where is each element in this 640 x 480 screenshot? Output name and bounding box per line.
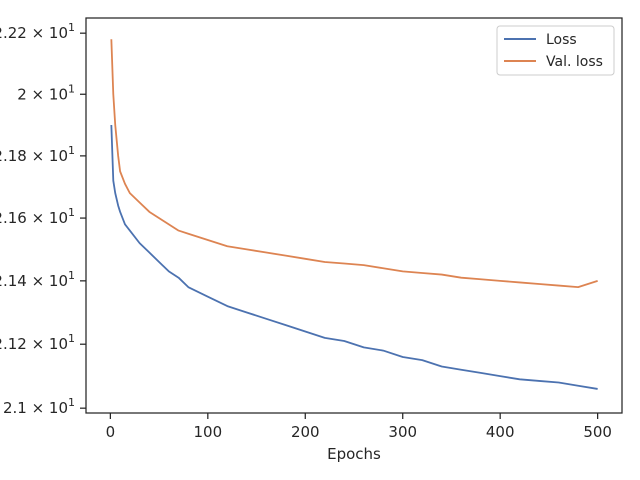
legend: Loss Val. loss — [496, 25, 615, 76]
x-tick-label: 100 — [193, 423, 222, 441]
series-line-loss — [110, 124, 598, 390]
x-tick-label: 0 — [106, 423, 116, 441]
y-tick-label: 2.14 × 101 — [0, 269, 75, 290]
plot-lines — [110, 39, 598, 390]
x-tick-label: 400 — [486, 423, 515, 441]
x-tick-label: 500 — [583, 423, 612, 441]
series-line-val-loss — [110, 39, 598, 289]
x-axis-label: Epochs — [327, 445, 381, 463]
legend-label-loss: Loss — [546, 32, 577, 48]
x-tick-label: 200 — [291, 423, 320, 441]
y-tick-label: 2.1 × 101 — [3, 396, 75, 417]
y-tick-label: 2.12 × 101 — [0, 332, 75, 353]
y-axis: 2.1 × 101 2.12 × 101 2.14 × 101 2.16 × 101 2… — [0, 21, 86, 417]
y-tick-label: 2 × 101 — [17, 82, 75, 103]
y-tick-label: 2.22 × 101 — [0, 21, 75, 42]
x-tick-label: 300 — [388, 423, 417, 441]
plot-frame — [85, 17, 623, 414]
legend-label-val-loss: Val. loss — [546, 54, 603, 70]
y-tick-label: 2.16 × 101 — [0, 206, 75, 227]
y-tick-label: 2.18 × 101 — [0, 144, 75, 165]
x-axis: 0 100 200 300 400 500 — [106, 413, 612, 441]
